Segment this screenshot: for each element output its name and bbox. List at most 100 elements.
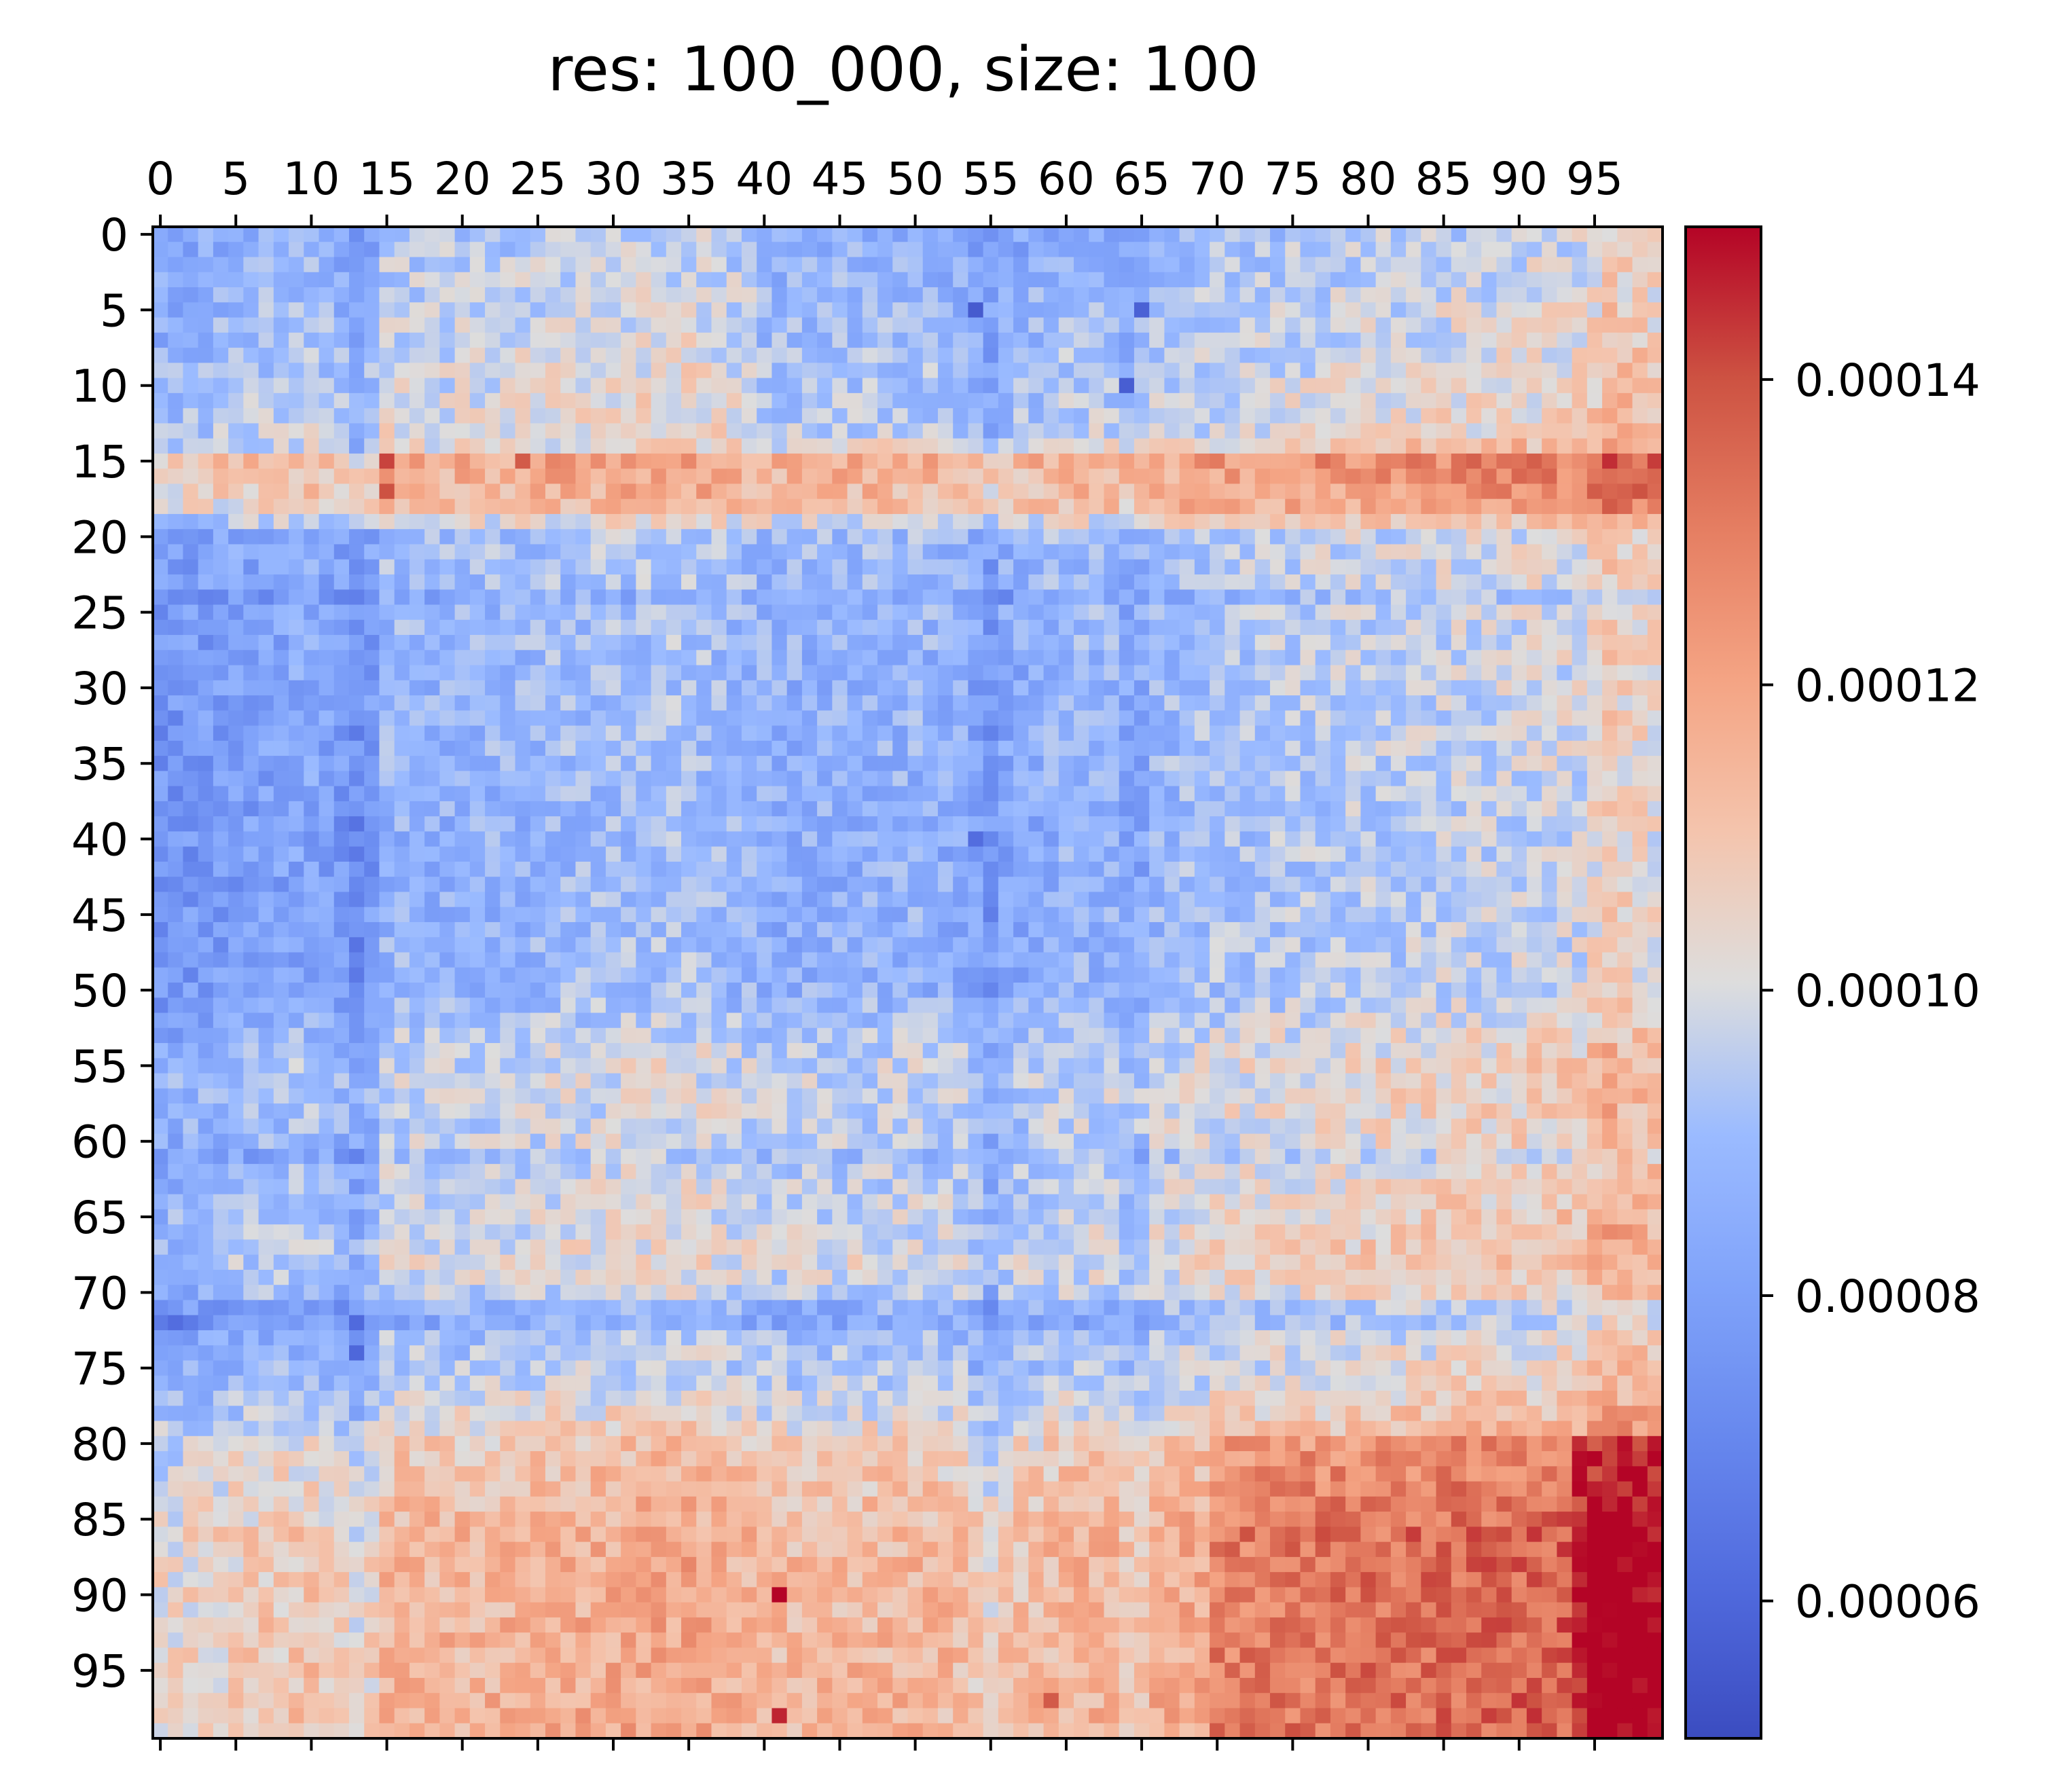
heatmap-cell — [786, 604, 803, 621]
heatmap-cell — [1542, 242, 1557, 258]
heatmap-cell — [1572, 801, 1588, 817]
heatmap-cell — [1239, 513, 1256, 530]
heatmap-cell — [922, 227, 939, 242]
heatmap-cell — [1164, 892, 1180, 908]
heatmap-cell — [726, 392, 742, 409]
heatmap-cell — [1179, 332, 1195, 348]
heatmap-cell — [696, 877, 712, 893]
heatmap-cell — [1119, 513, 1135, 530]
heatmap-cell — [1421, 257, 1437, 273]
heatmap-cell — [243, 619, 259, 636]
heatmap-cell — [1586, 892, 1603, 908]
heatmap-cell — [469, 408, 486, 424]
heatmap-cell — [726, 227, 742, 242]
heatmap-cell — [636, 786, 652, 802]
heatmap-cell — [1330, 635, 1346, 651]
heatmap-cell — [1481, 529, 1498, 545]
heatmap-cell — [319, 287, 335, 303]
heatmap-cell — [1390, 559, 1407, 575]
heatmap-cell — [1496, 392, 1512, 409]
heatmap-cell — [998, 544, 1014, 560]
heatmap-cell — [348, 604, 365, 621]
heatmap-cell — [772, 786, 788, 802]
heatmap-cell — [983, 756, 999, 771]
heatmap-cell — [364, 831, 380, 847]
heatmap-cell — [590, 725, 606, 742]
heatmap-cell — [1542, 846, 1557, 862]
heatmap-cell — [333, 877, 350, 893]
heatmap-cell — [530, 438, 546, 454]
heatmap-cell — [560, 332, 577, 348]
heatmap-cell — [1164, 786, 1180, 802]
heatmap-cell — [1119, 272, 1135, 288]
heatmap-cell — [1436, 423, 1452, 439]
heatmap-cell — [1043, 861, 1059, 877]
heatmap-cell — [500, 665, 516, 681]
heatmap-cell — [1481, 710, 1498, 727]
heatmap-cell — [1254, 378, 1271, 394]
heatmap-cell — [953, 680, 969, 696]
heatmap-cell — [1511, 604, 1527, 621]
heatmap-cell — [560, 257, 577, 273]
heatmap-cell — [1345, 695, 1361, 711]
heatmap-cell — [1632, 544, 1648, 560]
heatmap-cell — [1390, 272, 1407, 288]
heatmap-cell — [696, 831, 712, 847]
heatmap-cell — [1602, 892, 1618, 908]
heatmap-cell — [1043, 287, 1059, 303]
heatmap-cell — [757, 332, 773, 348]
heatmap-cell — [1149, 469, 1165, 485]
heatmap-cell — [1572, 589, 1588, 606]
heatmap-cell — [1345, 378, 1361, 394]
heatmap-cell — [922, 967, 939, 983]
heatmap-cell — [1647, 408, 1663, 424]
heatmap-cell — [696, 317, 712, 333]
heatmap-cell — [485, 740, 501, 756]
heatmap-cell — [333, 619, 350, 636]
heatmap-cell — [258, 453, 274, 469]
heatmap-cell — [1542, 937, 1557, 953]
heatmap-cell — [786, 892, 803, 908]
heatmap-cell — [953, 498, 969, 515]
heatmap-cell — [1375, 831, 1392, 847]
heatmap-cell — [1330, 740, 1346, 756]
heatmap-cell — [1058, 846, 1074, 862]
heatmap-cell — [1375, 877, 1392, 893]
heatmap-cell — [1632, 469, 1648, 485]
heatmap-cell — [1617, 952, 1633, 968]
heatmap-cell — [847, 392, 863, 409]
heatmap-cell — [1149, 665, 1165, 681]
heatmap-cell — [228, 650, 244, 666]
heatmap-cell — [968, 513, 984, 530]
heatmap-cell — [545, 317, 561, 333]
heatmap-cell — [1647, 257, 1663, 273]
heatmap-cell — [1421, 242, 1437, 258]
heatmap-cell — [1149, 725, 1165, 742]
heatmap-cell — [696, 907, 712, 923]
heatmap-cell — [681, 242, 697, 258]
heatmap-cell — [1194, 877, 1210, 893]
heatmap-cell — [348, 952, 365, 968]
heatmap-cell — [847, 816, 863, 832]
heatmap-cell — [892, 498, 909, 515]
heatmap-cell — [348, 907, 365, 923]
heatmap-cell — [922, 877, 939, 893]
heatmap-cell — [847, 861, 863, 877]
heatmap-cell — [213, 710, 229, 727]
heatmap-cell — [817, 559, 833, 575]
heatmap-cell — [1028, 559, 1045, 575]
heatmap-cell — [1058, 498, 1074, 515]
heatmap-cell — [892, 710, 909, 727]
heatmap-cell — [1254, 801, 1271, 817]
heatmap-cell — [1149, 544, 1165, 560]
heatmap-cell — [469, 589, 486, 606]
heatmap-cell — [1013, 257, 1029, 273]
heatmap-cell — [304, 574, 320, 590]
heatmap-cell — [1496, 619, 1512, 636]
heatmap-cell — [937, 771, 954, 787]
heatmap-cell — [1300, 831, 1316, 847]
heatmap-cell — [711, 287, 727, 303]
heatmap-cell — [877, 921, 893, 938]
heatmap-cell — [696, 756, 712, 771]
heatmap-cell — [621, 756, 636, 771]
